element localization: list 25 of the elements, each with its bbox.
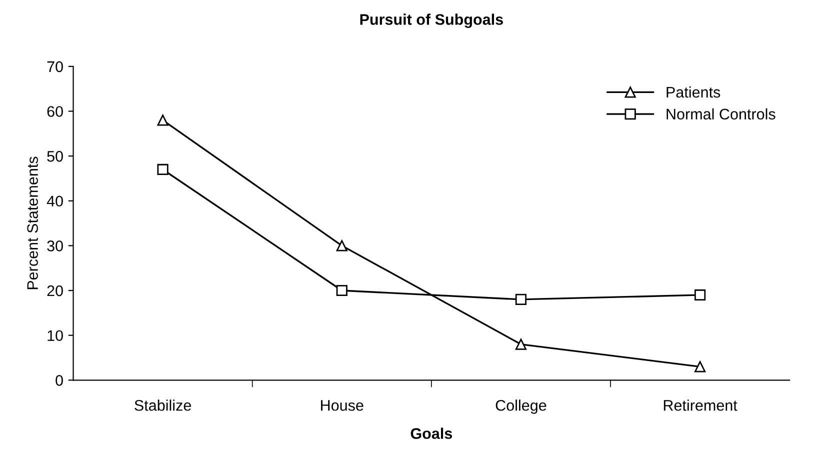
- y-tick-label: 20: [47, 285, 63, 296]
- point: [336, 284, 348, 296]
- x-tick-label: House: [321, 400, 364, 411]
- y-tick-label: 0: [56, 375, 63, 386]
- y-axis-title: Percent Statements: [27, 156, 38, 290]
- point: [336, 240, 348, 252]
- x-tick-label: Retirement: [664, 400, 738, 411]
- y-tick-label: 60: [47, 106, 63, 117]
- y-tick-label: 40: [46, 196, 63, 207]
- point: [515, 294, 527, 306]
- x-axis-title: Goals: [410, 428, 452, 439]
- point: [157, 164, 168, 176]
- point: [694, 361, 706, 372]
- x-tick-label: College: [496, 400, 546, 414]
- point: [157, 114, 168, 126]
- point: [515, 338, 527, 350]
- chart-title: Pursuit of Subgoals: [360, 14, 503, 28]
- legend-label: Normal Controls: [666, 108, 776, 120]
- y-tick-label: 50: [47, 150, 63, 162]
- y-tick-label: 30: [47, 240, 63, 252]
- x-tick-label: Stabilize: [134, 400, 191, 411]
- y-tick-label: 10: [48, 330, 63, 342]
- legend-label: Patients: [666, 86, 720, 98]
- y-tick-label: 70: [47, 61, 63, 72]
- point: [694, 289, 706, 301]
